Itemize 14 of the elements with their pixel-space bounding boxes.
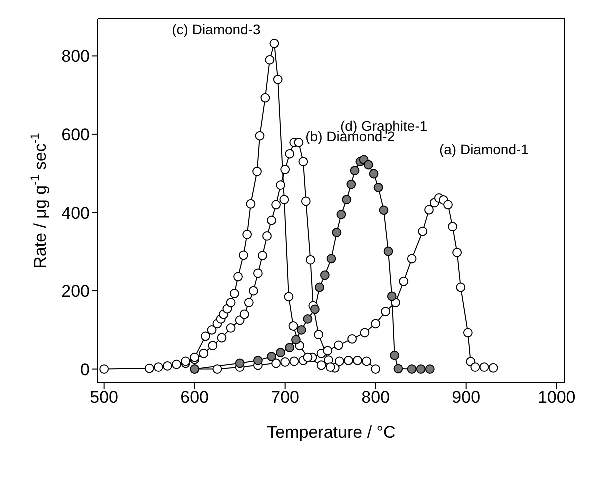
x-tick-label: 1000	[538, 388, 576, 408]
x-tick-label: 600	[180, 388, 210, 408]
y-tick-label: 600	[62, 125, 90, 144]
x-axis-title: Temperature / °C	[267, 423, 396, 442]
y-tick-label: 400	[62, 204, 90, 223]
y-tick-label: 0	[80, 360, 90, 380]
x-tick-label: 700	[271, 388, 300, 408]
y-tick-label: 200	[62, 282, 90, 302]
x-tick-label: 800	[362, 388, 390, 408]
x-tick-label: 900	[452, 388, 481, 408]
y-tick-label: 800	[62, 47, 90, 66]
series-label: (c) Diamond-3	[172, 22, 262, 38]
x-tick-label: 500	[90, 388, 119, 408]
text: (a) Diamond-1	[439, 141, 530, 158]
